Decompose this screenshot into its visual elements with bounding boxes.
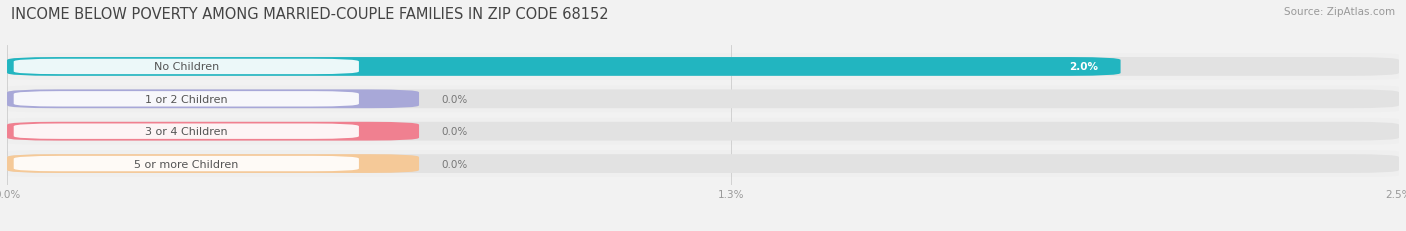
Text: 0.0%: 0.0% xyxy=(441,159,468,169)
Text: No Children: No Children xyxy=(153,62,219,72)
FancyBboxPatch shape xyxy=(7,122,419,141)
FancyBboxPatch shape xyxy=(7,58,1121,76)
FancyBboxPatch shape xyxy=(7,90,419,109)
Text: INCOME BELOW POVERTY AMONG MARRIED-COUPLE FAMILIES IN ZIP CODE 68152: INCOME BELOW POVERTY AMONG MARRIED-COUPL… xyxy=(11,7,609,22)
FancyBboxPatch shape xyxy=(7,58,1399,76)
FancyBboxPatch shape xyxy=(7,54,1399,80)
Text: 1 or 2 Children: 1 or 2 Children xyxy=(145,94,228,104)
Text: 3 or 4 Children: 3 or 4 Children xyxy=(145,127,228,137)
Text: 0.0%: 0.0% xyxy=(441,94,468,104)
FancyBboxPatch shape xyxy=(7,155,419,173)
FancyBboxPatch shape xyxy=(14,92,359,107)
Text: 5 or more Children: 5 or more Children xyxy=(134,159,239,169)
FancyBboxPatch shape xyxy=(7,86,1399,112)
FancyBboxPatch shape xyxy=(7,90,1399,109)
Text: 0.0%: 0.0% xyxy=(441,127,468,137)
FancyBboxPatch shape xyxy=(14,60,359,75)
Text: 2.0%: 2.0% xyxy=(1070,62,1098,72)
FancyBboxPatch shape xyxy=(7,122,1399,141)
FancyBboxPatch shape xyxy=(7,155,1399,173)
FancyBboxPatch shape xyxy=(7,119,1399,145)
FancyBboxPatch shape xyxy=(14,156,359,171)
FancyBboxPatch shape xyxy=(14,124,359,139)
FancyBboxPatch shape xyxy=(7,151,1399,177)
Text: Source: ZipAtlas.com: Source: ZipAtlas.com xyxy=(1284,7,1395,17)
